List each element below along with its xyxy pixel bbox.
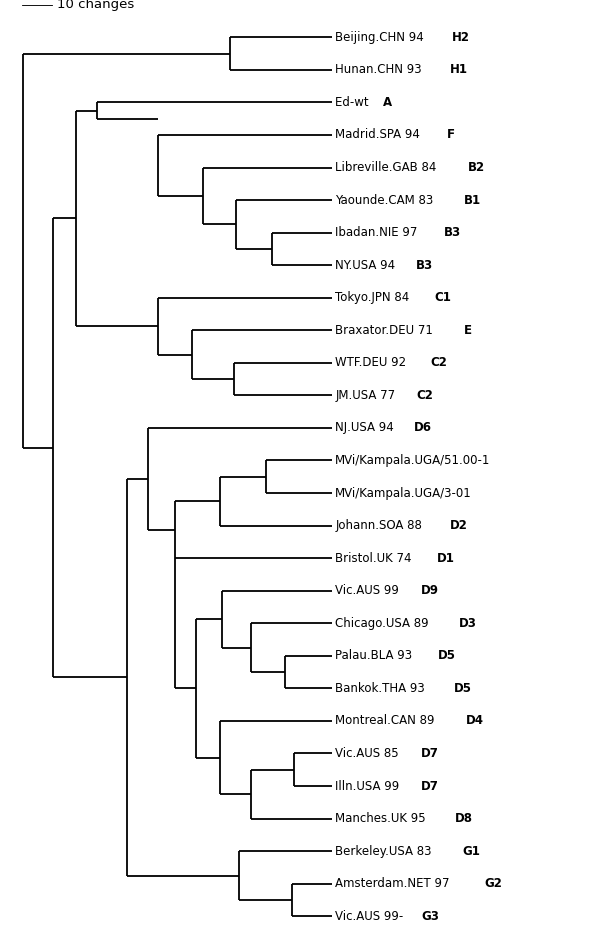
Text: NJ.USA 94: NJ.USA 94 xyxy=(335,421,398,435)
Text: NY.USA 94: NY.USA 94 xyxy=(335,259,399,272)
Text: Chicago.USA 89: Chicago.USA 89 xyxy=(335,616,433,630)
Text: G1: G1 xyxy=(462,845,480,858)
Text: H1: H1 xyxy=(449,63,467,77)
Text: D7: D7 xyxy=(421,747,439,759)
Text: Hunan.CHN 93: Hunan.CHN 93 xyxy=(335,63,425,77)
Text: D5: D5 xyxy=(437,650,455,662)
Text: Montreal.CAN 89: Montreal.CAN 89 xyxy=(335,714,439,727)
Text: Vic.AUS 85: Vic.AUS 85 xyxy=(335,747,403,759)
Text: Bankok.THA 93: Bankok.THA 93 xyxy=(335,682,429,695)
Text: JM.USA 77: JM.USA 77 xyxy=(335,389,399,402)
Text: D9: D9 xyxy=(421,584,439,598)
Text: Johann.SOA 88: Johann.SOA 88 xyxy=(335,519,426,532)
Text: Palau.BLA 93: Palau.BLA 93 xyxy=(335,650,416,662)
Text: Madrid.SPA 94: Madrid.SPA 94 xyxy=(335,129,424,141)
Text: D2: D2 xyxy=(450,519,468,532)
Text: D8: D8 xyxy=(455,813,473,825)
Text: 10 changes: 10 changes xyxy=(57,0,134,11)
Text: B1: B1 xyxy=(464,193,481,206)
Text: D6: D6 xyxy=(415,421,433,435)
Text: Vic.AUS 99-: Vic.AUS 99- xyxy=(335,910,404,922)
Text: B2: B2 xyxy=(468,161,485,174)
Text: B3: B3 xyxy=(444,226,461,239)
Text: Ibadan.NIE 97: Ibadan.NIE 97 xyxy=(335,226,421,239)
Text: G3: G3 xyxy=(422,910,439,922)
Text: D7: D7 xyxy=(421,779,439,793)
Text: C1: C1 xyxy=(434,292,451,304)
Text: F: F xyxy=(448,129,455,141)
Text: Libreville.GAB 84: Libreville.GAB 84 xyxy=(335,161,440,174)
Text: Illn.USA 99: Illn.USA 99 xyxy=(335,779,403,793)
Text: Bristol.UK 74: Bristol.UK 74 xyxy=(335,552,416,564)
Text: WTF.DEU 92: WTF.DEU 92 xyxy=(335,356,410,369)
Text: D4: D4 xyxy=(466,714,484,727)
Text: C2: C2 xyxy=(430,356,447,369)
Text: Braxator.DEU 71: Braxator.DEU 71 xyxy=(335,324,437,337)
Text: B3: B3 xyxy=(416,259,433,272)
Text: Manches.UK 95: Manches.UK 95 xyxy=(335,813,430,825)
Text: Vic.AUS 99: Vic.AUS 99 xyxy=(335,584,403,598)
Text: Yaounde.CAM 83: Yaounde.CAM 83 xyxy=(335,193,437,206)
Text: A: A xyxy=(383,96,392,109)
Text: Tokyo.JPN 84: Tokyo.JPN 84 xyxy=(335,292,413,304)
Text: E: E xyxy=(464,324,472,337)
Text: Ed-wt: Ed-wt xyxy=(335,96,373,109)
Text: H2: H2 xyxy=(452,31,470,44)
Text: G2: G2 xyxy=(485,877,503,890)
Text: MVi/Kampala.UGA/51.00-1: MVi/Kampala.UGA/51.00-1 xyxy=(335,454,491,467)
Text: Berkeley.USA 83: Berkeley.USA 83 xyxy=(335,845,436,858)
Text: D1: D1 xyxy=(437,552,455,564)
Text: D5: D5 xyxy=(454,682,472,695)
Text: Beijing.CHN 94: Beijing.CHN 94 xyxy=(335,31,428,44)
Text: C2: C2 xyxy=(416,389,433,402)
Text: Amsterdam.NET 97: Amsterdam.NET 97 xyxy=(335,877,454,890)
Text: MVi/Kampala.UGA/3-01: MVi/Kampala.UGA/3-01 xyxy=(335,487,472,499)
Text: D3: D3 xyxy=(458,616,476,630)
